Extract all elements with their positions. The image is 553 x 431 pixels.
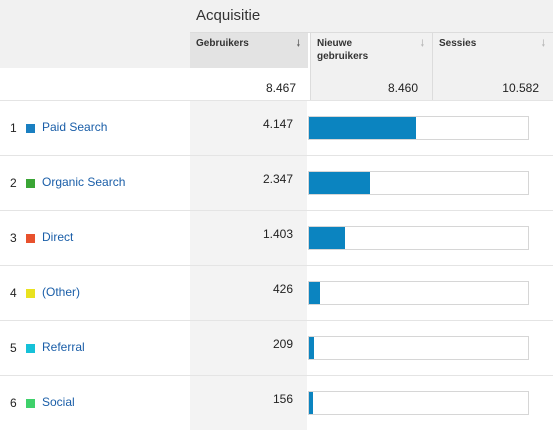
- users-cell: 2.347: [190, 156, 307, 210]
- legend-square-icon: [26, 179, 35, 188]
- share-bar-track: [308, 171, 529, 195]
- total-nieuwe-gebruikers: 8.460: [311, 68, 432, 100]
- column-label: Nieuwe gebruikers: [317, 38, 369, 62]
- channel-link[interactable]: Referral: [42, 340, 85, 354]
- legend-square-icon: [26, 289, 35, 298]
- column-header-gebruikers[interactable]: Gebruikers 🠓: [190, 33, 308, 68]
- table-header-spacer: [0, 0, 190, 68]
- table-row: 5 Referral 209: [0, 320, 553, 375]
- row-rank: 4: [10, 286, 17, 300]
- column-label: Gebruikers: [196, 38, 249, 49]
- total-sessies: 10.582: [433, 68, 553, 100]
- users-value: 156: [272, 392, 293, 406]
- totals-label-spacer: [0, 68, 190, 100]
- users-value: 4.147: [262, 117, 293, 131]
- row-rank: 3: [10, 231, 17, 245]
- table-row: 2 Organic Search 2.347: [0, 155, 553, 210]
- legend-square-icon: [26, 234, 35, 243]
- table-row: 4 (Other) 426: [0, 265, 553, 320]
- channel-link[interactable]: Paid Search: [42, 120, 108, 134]
- row-rank: 6: [10, 396, 17, 410]
- column-divider: [432, 33, 433, 100]
- share-bar-fill: [309, 337, 314, 359]
- users-value: 1.403: [262, 227, 293, 241]
- column-divider: [310, 33, 311, 100]
- column-header-nieuwe-gebruikers[interactable]: Nieuwe gebruikers 🠓: [311, 33, 432, 68]
- users-cell: 426: [190, 266, 307, 320]
- channel-link[interactable]: Direct: [42, 230, 74, 244]
- total-gebruikers: 8.467: [190, 68, 310, 100]
- share-bar-track: [308, 336, 529, 360]
- users-value: 209: [272, 337, 293, 351]
- channel-link[interactable]: (Other): [42, 285, 81, 299]
- users-value: 2.347: [262, 172, 293, 186]
- sort-arrow-down-icon[interactable]: 🠓: [420, 38, 424, 48]
- table-row: 3 Direct 1.403: [0, 210, 553, 265]
- users-cell: 4.147: [190, 101, 307, 155]
- share-bar-fill: [309, 172, 370, 194]
- channel-link[interactable]: Organic Search: [42, 175, 126, 189]
- share-bar-fill: [309, 227, 345, 249]
- acquisition-group-header: Acquisitie: [190, 0, 553, 33]
- table-row: 1 Paid Search 4.147: [0, 100, 553, 155]
- users-value: 426: [272, 282, 293, 296]
- legend-square-icon: [26, 344, 35, 353]
- users-cell: 156: [190, 376, 307, 430]
- legend-square-icon: [26, 124, 35, 133]
- share-bar-track: [308, 116, 529, 140]
- users-cell: 1.403: [190, 211, 307, 265]
- acquisition-title: Acquisitie: [196, 7, 261, 24]
- share-bar-fill: [309, 117, 416, 139]
- column-header-sessies[interactable]: Sessies 🠓: [433, 33, 553, 68]
- sort-arrow-down-icon[interactable]: 🠓: [541, 38, 545, 48]
- share-bar-track: [308, 226, 529, 250]
- row-rank: 2: [10, 176, 17, 190]
- channel-link[interactable]: Social: [42, 395, 75, 409]
- sort-arrow-down-icon[interactable]: 🠓: [296, 38, 300, 48]
- table-row: 6 Social 156: [0, 375, 553, 430]
- row-rank: 1: [10, 121, 17, 135]
- share-bar-fill: [309, 392, 313, 414]
- users-cell: 209: [190, 321, 307, 375]
- column-label: Sessies: [439, 38, 477, 49]
- row-rank: 5: [10, 341, 17, 355]
- share-bar-track: [308, 281, 529, 305]
- share-bar-track: [308, 391, 529, 415]
- legend-square-icon: [26, 399, 35, 408]
- share-bar-fill: [309, 282, 320, 304]
